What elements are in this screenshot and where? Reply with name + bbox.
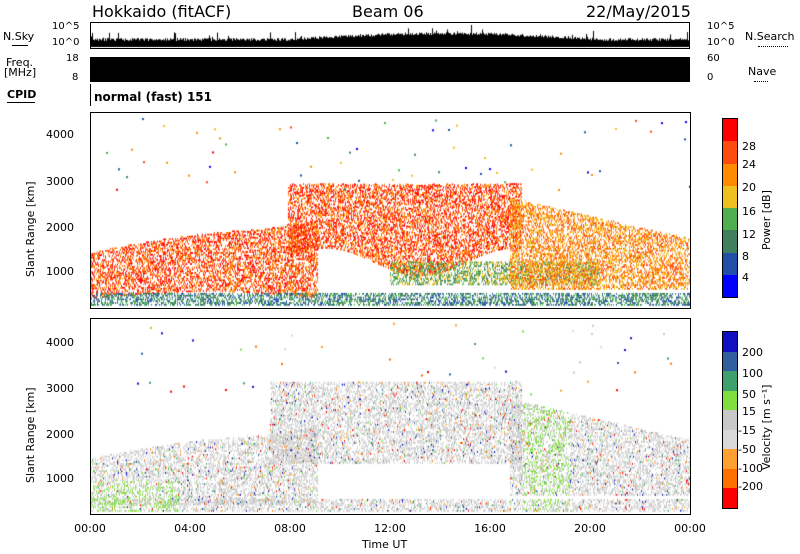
- power-cb-tick-24: 24: [742, 158, 756, 171]
- noise-left-tick-high: 10^5: [52, 21, 80, 32]
- velocity-cb-tick-50: 50: [742, 388, 756, 401]
- velocity-colorbar: [722, 331, 738, 509]
- power-cb-tick-8: 8: [742, 250, 749, 263]
- power-cb-tick-28: 28: [742, 140, 756, 153]
- noise-right-tick-low: 10^0: [707, 37, 735, 48]
- powerBar-segment: [723, 252, 737, 275]
- velocity-cb-tick-neg50: -50: [738, 443, 756, 456]
- cpid-underline: [7, 102, 35, 103]
- velBar-segment: [723, 488, 737, 508]
- power-heatmap: [90, 112, 690, 308]
- nave-label: Nave: [748, 65, 777, 78]
- velBar-segment: [723, 390, 737, 411]
- power-y-tick-3000: 3000: [46, 175, 74, 188]
- powerBar-segment: [723, 230, 737, 253]
- x-tick-1600: 16:00: [474, 522, 506, 535]
- noise-right-tick-high: 10^5: [707, 21, 735, 32]
- beam-title: Beam 06: [352, 2, 424, 21]
- cpid-label: CPID: [7, 88, 37, 101]
- power-panel-frame: [90, 112, 691, 309]
- power-y-tick-4000: 4000: [46, 128, 74, 141]
- freq-tick-low: 8: [72, 72, 79, 83]
- powerBar-segment: [723, 119, 737, 142]
- velBar-segment: [723, 429, 737, 450]
- power-colorbar-label: Power [dB]: [760, 190, 773, 250]
- noise-sky-label: N.Sky: [3, 30, 35, 43]
- x-tick-0000: 00:00: [74, 522, 106, 535]
- powerBar-segment: [723, 208, 737, 231]
- nave-tick-high: 60: [707, 53, 720, 64]
- power-colorbar: [722, 118, 738, 298]
- velocity-cb-tick-15: 15: [742, 405, 756, 418]
- velocity-cb-tick-neg200: -200: [738, 480, 763, 493]
- noise-search-label: N.Search: [745, 30, 795, 43]
- freq-unit-label: [MHz]: [4, 66, 37, 79]
- powerBar-segment: [723, 163, 737, 186]
- noise-sky-line: [12, 45, 28, 46]
- velocity-y-tick-1000: 1000: [46, 472, 74, 485]
- velBar-segment: [723, 332, 737, 352]
- velocity-colorbar-label: Velocity [m s⁻¹]: [760, 384, 773, 470]
- x-tick-2400: 00:00: [674, 522, 706, 535]
- x-tick-0400: 04:00: [174, 522, 206, 535]
- powerBar-segment: [723, 141, 737, 164]
- cpid-text: normal (fast) 151: [94, 90, 212, 104]
- velBar-segment: [723, 468, 737, 489]
- noise-left-tick-low: 10^0: [52, 37, 80, 48]
- velBar-segment: [723, 371, 737, 391]
- powerBar-segment: [723, 274, 737, 297]
- powerBar-segment: [723, 185, 737, 208]
- power-y-tick-2000: 2000: [46, 221, 74, 234]
- noise-search-line: [758, 46, 788, 47]
- nave-line: [754, 81, 768, 82]
- power-y-tick-1000: 1000: [46, 265, 74, 278]
- noise-panel: [90, 22, 690, 49]
- date-title: 22/May/2015: [586, 2, 691, 21]
- velocity-cb-tick-neg15: -15: [738, 424, 756, 437]
- freq-panel-fill: [90, 57, 690, 82]
- nave-tick-low: 0: [707, 72, 714, 83]
- cpid-marker: [90, 84, 91, 106]
- velocity-y-tick-3000: 3000: [46, 382, 74, 395]
- power-cb-tick-20: 20: [742, 181, 756, 194]
- velocity-cb-tick-neg100: -100: [738, 462, 763, 475]
- power-cb-tick-16: 16: [742, 205, 756, 218]
- velocity-heatmap: [90, 318, 690, 514]
- freq-tick-high: 18: [66, 53, 79, 64]
- velocity-y-tick-2000: 2000: [46, 428, 74, 441]
- velocity-cb-tick-100: 100: [742, 367, 763, 380]
- noise-trace: [91, 23, 689, 48]
- velocity-panel-frame: [90, 318, 691, 515]
- x-axis-label: Time UT: [362, 538, 408, 551]
- power-cb-tick-12: 12: [742, 228, 756, 241]
- velocity-cb-tick-200: 200: [742, 346, 763, 359]
- station-title: Hokkaido (fitACF): [92, 2, 232, 21]
- x-tick-0800: 08:00: [274, 522, 306, 535]
- x-tick-1200: 12:00: [374, 522, 406, 535]
- velBar-segment: [723, 449, 737, 469]
- freq-label: Freq.: [6, 56, 34, 69]
- velBar-segment: [723, 351, 737, 372]
- power-cb-tick-4: 4: [742, 271, 749, 284]
- velocity-y-tick-4000: 4000: [46, 336, 74, 349]
- x-tick-2000: 20:00: [574, 522, 606, 535]
- velBar-segment: [723, 410, 737, 430]
